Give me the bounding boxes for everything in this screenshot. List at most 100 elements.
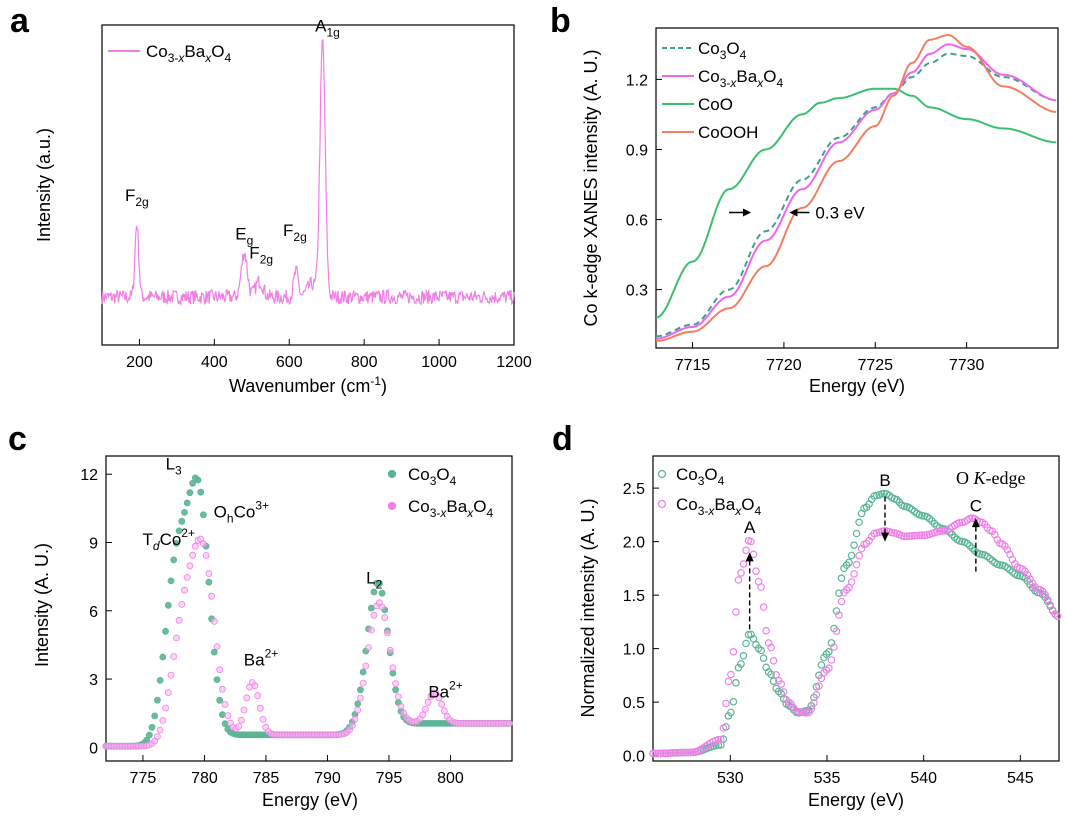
panel-d-point-Co3-xBaxO4 bbox=[827, 656, 836, 664]
panel-c-point-Co3O4 bbox=[178, 517, 186, 525]
panel-d-point-Co3-xBaxO4 bbox=[734, 576, 743, 584]
panel-d-y-axis-label: Normalized intensity (A. U.) bbox=[578, 498, 598, 717]
panel-c-point-Co3-xBaxO4 bbox=[351, 715, 359, 723]
panel-c-point-Co3-xBaxO4 bbox=[199, 540, 207, 548]
panel-c-point-Co3-xBaxO4 bbox=[240, 706, 248, 714]
panel-d-point-Co3-xBaxO4 bbox=[651, 749, 660, 758]
panel-d-point-Co3-xBaxO4 bbox=[679, 748, 688, 757]
panel-b-legend: Co3O4 Co3-xBaxO4 CoO CoOOH bbox=[662, 39, 783, 142]
panel-d-point-Co3O4 bbox=[835, 589, 843, 598]
panel-d-point-Co3-xBaxO4 bbox=[847, 578, 856, 586]
panel-c-point-Co3-xBaxO4 bbox=[164, 689, 172, 696]
panel-d-x-tick-label: 535 bbox=[814, 770, 841, 787]
panel-c-point-Co3-xBaxO4 bbox=[359, 679, 367, 687]
panel-c-point-Co3-xBaxO4 bbox=[178, 601, 186, 608]
panel-d-point-Co3O4 bbox=[764, 668, 773, 676]
panel-c-point-Co3O4 bbox=[378, 589, 386, 597]
panel-c-point-Co3-xBaxO4 bbox=[424, 698, 432, 706]
panel-b-legend-label-Co3-xBaxO4: Co3-xBaxO4 bbox=[698, 67, 783, 90]
panel-d-point-Co3-xBaxO4 bbox=[664, 749, 672, 758]
panel-d-point-Co3-xBaxO4 bbox=[739, 560, 748, 568]
panel-c-point-Co3O4 bbox=[162, 627, 169, 635]
panel-a-frame bbox=[101, 24, 515, 346]
panel-b-y-axis-label: Co k-edge XANES intensity (A. U.) bbox=[581, 49, 601, 326]
panel-d-arrowhead bbox=[971, 518, 980, 528]
panel-c-point-Co3-xBaxO4 bbox=[348, 722, 356, 729]
panel-c-point-Co3O4 bbox=[164, 601, 172, 609]
panel-c-label: TdCo2+ bbox=[142, 526, 195, 553]
panel-d-point-Co3-xBaxO4 bbox=[799, 708, 808, 717]
panel-d-point-Co3O4 bbox=[855, 518, 863, 527]
panel-d-point-Co3-xBaxO4 bbox=[769, 656, 778, 665]
panel-d-point-Co3-xBaxO4 bbox=[737, 569, 745, 577]
panel-c-y-tick-label: 12 bbox=[80, 467, 98, 484]
panel-c-y-axis-label: Intensity (A. U.) bbox=[32, 543, 52, 667]
panel-c-legend: Co3O4 Co3-xBaxO4 bbox=[387, 465, 493, 520]
panel-d-point-Co3-xBaxO4 bbox=[1048, 606, 1057, 614]
panel-d-point-Co3O4 bbox=[759, 654, 768, 663]
panel-a-x-tick-label: 400 bbox=[201, 354, 228, 371]
panel-c-point-Co3O4 bbox=[175, 527, 183, 535]
panel-d-point-Co3-xBaxO4 bbox=[915, 531, 924, 540]
panel-d-point-Co3O4 bbox=[729, 697, 738, 706]
panel-d-point-Co3-xBaxO4 bbox=[825, 664, 833, 672]
panel-c-point-Co3-xBaxO4 bbox=[189, 551, 197, 559]
panel-d-point-Co3-xBaxO4 bbox=[794, 707, 803, 716]
panel-b-line-Co3O4 bbox=[655, 52, 1057, 338]
panel-d-point-Co3-xBaxO4 bbox=[762, 626, 770, 635]
panel-c-point-Co3-xBaxO4 bbox=[389, 664, 397, 672]
panel-a-peak-label: A1g bbox=[315, 16, 340, 39]
panel-c-point-Co3-xBaxO4 bbox=[438, 700, 446, 708]
panel-c-point-Co3-xBaxO4 bbox=[256, 704, 264, 712]
panel-b-line-CoOOH bbox=[655, 33, 1057, 342]
panel-c-point-Co3-xBaxO4 bbox=[218, 685, 226, 693]
panel-c-label: Ba2+ bbox=[428, 678, 462, 701]
panel-c-point-Co3-xBaxO4 bbox=[237, 716, 245, 724]
panel-d-point-Co3O4 bbox=[837, 574, 846, 583]
panel-c-x-tick-label: 785 bbox=[253, 770, 280, 787]
panel-d-point-Co3-xBaxO4 bbox=[777, 680, 786, 688]
panel-c-point-Co3-xBaxO4 bbox=[208, 592, 216, 600]
panel-d-point-Co3O4 bbox=[769, 677, 778, 686]
panel-c-point-Co3O4 bbox=[145, 731, 153, 739]
panel-d-frame bbox=[652, 455, 1060, 762]
panel-c-point-Co3-xBaxO4 bbox=[381, 614, 389, 621]
panel-d-y-tick-label: 1.5 bbox=[623, 588, 645, 605]
panel-b-arrowhead-right bbox=[789, 208, 798, 217]
panel-c-x-tick-label: 795 bbox=[376, 770, 403, 787]
panel-d-feature-label: A bbox=[744, 518, 756, 537]
panel-c-x-tick-label: 780 bbox=[191, 770, 218, 787]
panel-c-point-Co3O4 bbox=[153, 696, 161, 704]
panel-d-point-Co3-xBaxO4 bbox=[779, 688, 788, 696]
panel-b-y-tick-label: 0.3 bbox=[626, 283, 648, 300]
panel-d-point-Co3-xBaxO4 bbox=[905, 532, 914, 540]
panel-b-x-tick-label: 7725 bbox=[857, 357, 893, 374]
panel-d-point-Co3O4 bbox=[832, 607, 841, 615]
panel-d-x-tick-label: 545 bbox=[1007, 770, 1034, 787]
panel-d-point-Co3-xBaxO4 bbox=[684, 748, 693, 757]
panel-c-data-points bbox=[102, 474, 513, 750]
panel-d-point-Co3-xBaxO4 bbox=[767, 643, 775, 652]
panel-d-feature-label: B bbox=[879, 471, 890, 490]
panel-b-y-tick-label: 0.6 bbox=[626, 213, 648, 230]
panel-b-frame bbox=[655, 27, 1059, 349]
panel-d-point-Co3-xBaxO4 bbox=[719, 724, 728, 732]
panel-c-legend-Co3O4-swatch bbox=[387, 469, 397, 479]
panel-b-series-lines bbox=[655, 33, 1057, 342]
panel-d-y-tick-label: 1.0 bbox=[623, 642, 645, 659]
panel-d-point-Co3-xBaxO4 bbox=[666, 749, 675, 757]
panel-d-point-Co3O4 bbox=[965, 541, 974, 550]
panel-a-peak-label: F2g bbox=[249, 244, 273, 267]
panel-d-x-tick-label: 530 bbox=[717, 770, 744, 787]
panel-c-point-Co3-xBaxO4 bbox=[365, 644, 372, 651]
panel-c-axis-ticks: 775 780 785 790 795 800 0 3 6 9 12 bbox=[80, 467, 464, 787]
panel-d-point-Co3O4 bbox=[847, 551, 856, 560]
panel-d-point-Co3O4 bbox=[734, 663, 743, 672]
panel-d-point-Co3-xBaxO4 bbox=[855, 551, 863, 560]
panel-label-a: a bbox=[10, 2, 30, 40]
panel-d-point-Co3-xBaxO4 bbox=[656, 749, 665, 758]
panel-d-point-Co3-xBaxO4 bbox=[714, 735, 723, 744]
panel-c-label: L2 bbox=[366, 568, 382, 591]
panel-d-point-Co3-xBaxO4 bbox=[910, 531, 919, 540]
